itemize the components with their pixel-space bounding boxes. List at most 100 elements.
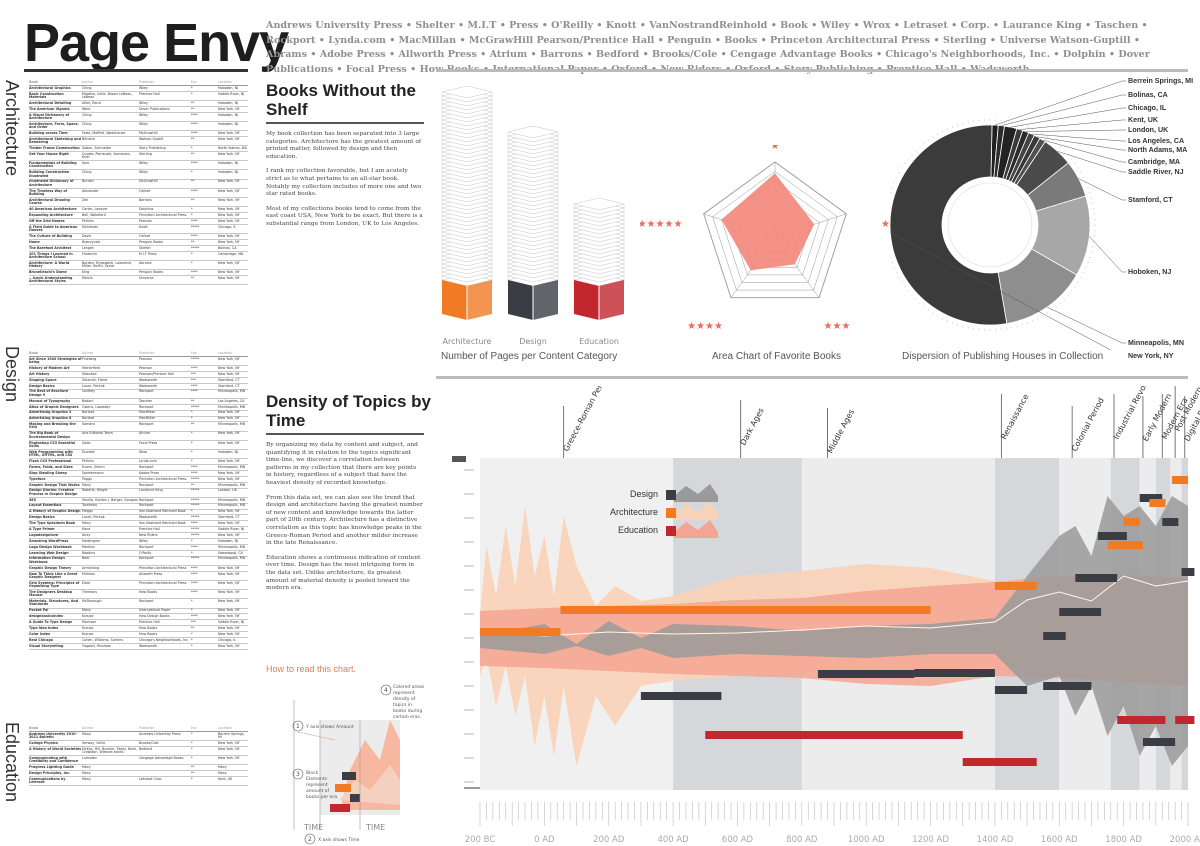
table-cell: Princeton Architectural Press: [139, 580, 187, 585]
table-cell: ****: [191, 580, 198, 585]
donut-leader: [1001, 94, 1126, 126]
table-cell: *: [191, 251, 193, 256]
donut-tick: [893, 267, 896, 269]
donut-tick: [1032, 319, 1034, 322]
table-cell: Graphic Design That Works: [29, 482, 80, 487]
donut-tick: [918, 146, 921, 148]
table-cell: [139, 772, 191, 775]
table-cell: Saddle River, NJ: [218, 527, 245, 532]
table-cell: Many: [218, 771, 227, 776]
how-note-1-number: 1: [296, 723, 300, 730]
table-cell: Wiley: [139, 121, 148, 126]
how-note-4-text-line: represent: [393, 690, 415, 696]
table-cell: Rockport: [139, 389, 154, 394]
how-note-3-text-line: books per era.: [306, 794, 338, 800]
table-cell: ****: [191, 218, 198, 223]
donut-tick: [1073, 285, 1076, 288]
table-cell: *: [191, 458, 193, 463]
table-cell: Stokstad: [82, 371, 97, 376]
table-cell: designbasicsindex: [29, 614, 64, 619]
table-cell: Story Publishing: [139, 146, 166, 150]
table-cell: Color Index: [29, 631, 51, 636]
table-cell: Fundamentals of Building Construction: [29, 161, 77, 169]
donut-tick: [1088, 256, 1091, 258]
donut-tick: [1050, 139, 1053, 142]
city-label: Kent, UK: [1128, 116, 1158, 124]
table-row: Architectural Drawing Course Zell Barrons *…: [29, 197, 248, 208]
table-row: 365 Sevilla, Gordon J. Berger, Douglas Roc…: [29, 498, 248, 504]
table-cell: ***: [191, 620, 196, 625]
table-cell: Ware: [82, 106, 91, 111]
table-cell: New York, NY: [218, 197, 240, 202]
table-cell: New York, NY: [218, 106, 240, 111]
table-cell: Type Idea Index: [29, 625, 59, 630]
table-cell: Shaping Space: [29, 377, 57, 382]
table-cell: Godfrey: [82, 389, 96, 394]
table-cell: A Field Guide to American Houses: [29, 224, 78, 232]
bar-education: Education: [573, 197, 625, 346]
donut-tick: [890, 262, 893, 264]
table-cell: *: [191, 755, 193, 760]
donut-tick: [927, 308, 930, 311]
table-cell: Andrews University Press: [139, 731, 181, 736]
table-row: Architecture: A World History Borden, Ely…: [29, 261, 248, 271]
table-cell: *: [191, 599, 193, 604]
donut-leader: [1037, 136, 1126, 151]
table-cell: 365: [29, 497, 36, 502]
table-cell: Ching: [82, 121, 92, 126]
table-cell: Stamford, CT: [218, 515, 240, 520]
radar-star-label: ★★★★: [687, 321, 723, 332]
donut-tick: [946, 319, 948, 322]
donut-chart-title: Dispersion of Publishing Houses in Colle…: [902, 351, 1104, 362]
table-cell: Hoboken, NJ: [218, 121, 239, 126]
table-cell: The Type Specimen Book: [29, 521, 76, 526]
table-cell: Photoshop CS3 Essential Skills: [29, 440, 76, 448]
how-note-3-text-line: Elements: [306, 776, 328, 782]
bar-block-right: [533, 280, 558, 320]
table-cell: Wiley: [139, 161, 148, 166]
x-axis-label: 1600 AD: [1041, 835, 1078, 845]
donut-tick: [1021, 323, 1023, 326]
table-cell: How Books: [139, 625, 158, 630]
table-cell: Architectural Graphics: [29, 85, 71, 90]
table-cell: Publisher: [139, 79, 155, 84]
table-cell: How Books: [139, 631, 158, 636]
table-cell: Cusato, Pierlauski, Sammons, Krier: [82, 151, 131, 160]
table-cell: Many: [82, 608, 91, 613]
books-section-title: Books Without the Shelf: [266, 81, 416, 119]
table-row: Communicating with Credibility and Confi…: [29, 755, 248, 766]
trend-line: [479, 575, 1189, 637]
y-axis-top-marker: [452, 456, 466, 462]
table-row: The American Vignola Ware Dover Publicatio…: [29, 107, 248, 113]
table-cell: New York, NY: [218, 740, 240, 745]
donut-tick: [898, 276, 901, 279]
table-cell: New York, NY: [218, 589, 240, 594]
table-cell: Rockport: [139, 422, 154, 427]
table-cell: Baer: [82, 556, 90, 561]
table-cell: ****: [191, 233, 198, 238]
table-cell: *****: [191, 556, 200, 561]
how-time-label-left: TIME: [303, 823, 323, 832]
table-cell: Author: [82, 725, 94, 730]
donut-leader: [1042, 139, 1126, 163]
table-cell: Wrox: [139, 449, 148, 454]
table-cell: ****: [191, 544, 198, 549]
table-row: Visual Storytelling Osgood, Hinshaw Wadswo…: [29, 644, 248, 650]
table-cell: ****: [191, 571, 198, 576]
table-cell: New York, NY: [218, 218, 240, 223]
table-cell: New York, NY: [218, 580, 240, 585]
table-cell: Universe: [139, 275, 154, 280]
table-cell: New Riders: [139, 532, 158, 537]
table-cell: Bitmern: [82, 136, 96, 141]
table-cell: **: [191, 106, 195, 111]
donut-tick: [1059, 146, 1062, 148]
donut-tick: [1077, 167, 1080, 169]
table-cell: *: [191, 637, 193, 642]
pages-bar-chart: Architecture Design Education: [441, 85, 625, 346]
table-row: Color Index Krause How Books * New York, NY: [29, 632, 248, 638]
period-label: Middle Ages: [825, 408, 856, 455]
donut-tick: [900, 167, 903, 169]
table-cell: A Type Primer: [29, 527, 55, 532]
table-cell: Knott: [139, 224, 148, 229]
table-cell: Minneapolis, MN: [218, 464, 246, 469]
